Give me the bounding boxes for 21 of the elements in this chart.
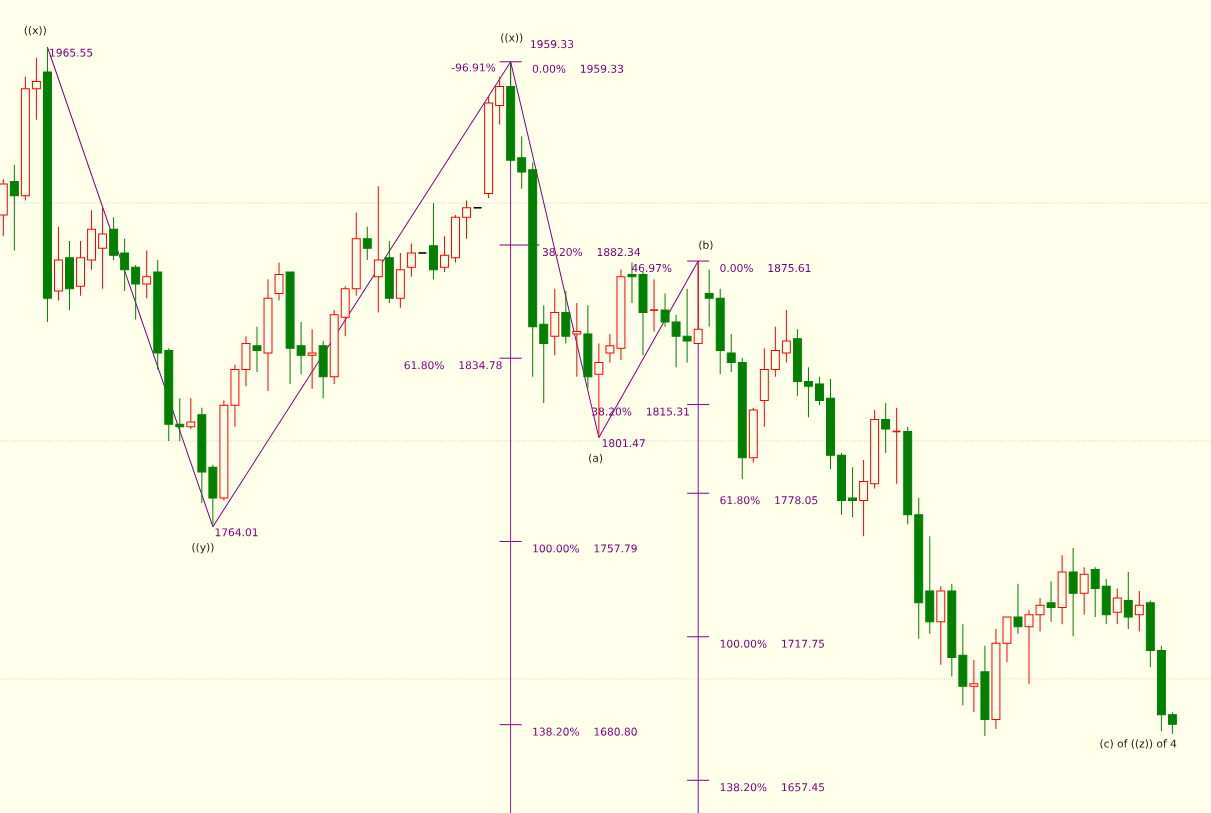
ref-line-label: 0.00% 1959.33: [532, 64, 624, 73]
ref-line-label: 61.80% 1778.05: [720, 496, 818, 505]
ref-line-label: 100.00% 1717.75: [720, 639, 825, 648]
ref-line-label: 38.20% 1882.34: [542, 247, 641, 257]
ref-line-label: 100.00% 1757.79: [533, 544, 637, 553]
annotation: (b): [699, 240, 713, 251]
annotation: ((y)): [192, 542, 214, 554]
annotation: ((x)): [501, 33, 523, 43]
annotation: ((x)): [24, 25, 46, 36]
ref-line-label: 0.00% 1875.61: [720, 263, 811, 273]
annotation: 1801.47: [602, 439, 645, 448]
annotation: -96.91%: [451, 63, 496, 72]
annotation: 46.97%: [631, 263, 672, 273]
annotation: (c) of ((z)) of 4: [1100, 739, 1177, 749]
annotation: 1959.33: [531, 40, 574, 49]
annotation: 1764.01: [215, 528, 258, 537]
annotation: (a): [589, 453, 603, 464]
annotation: 1965.55: [50, 48, 93, 57]
ref-line-label: 138.20% 1680.80: [533, 727, 637, 736]
ref-line-label: 138.20% 1657.45: [720, 783, 825, 792]
ref-line-label: 61.80% 1834.78: [404, 361, 502, 370]
